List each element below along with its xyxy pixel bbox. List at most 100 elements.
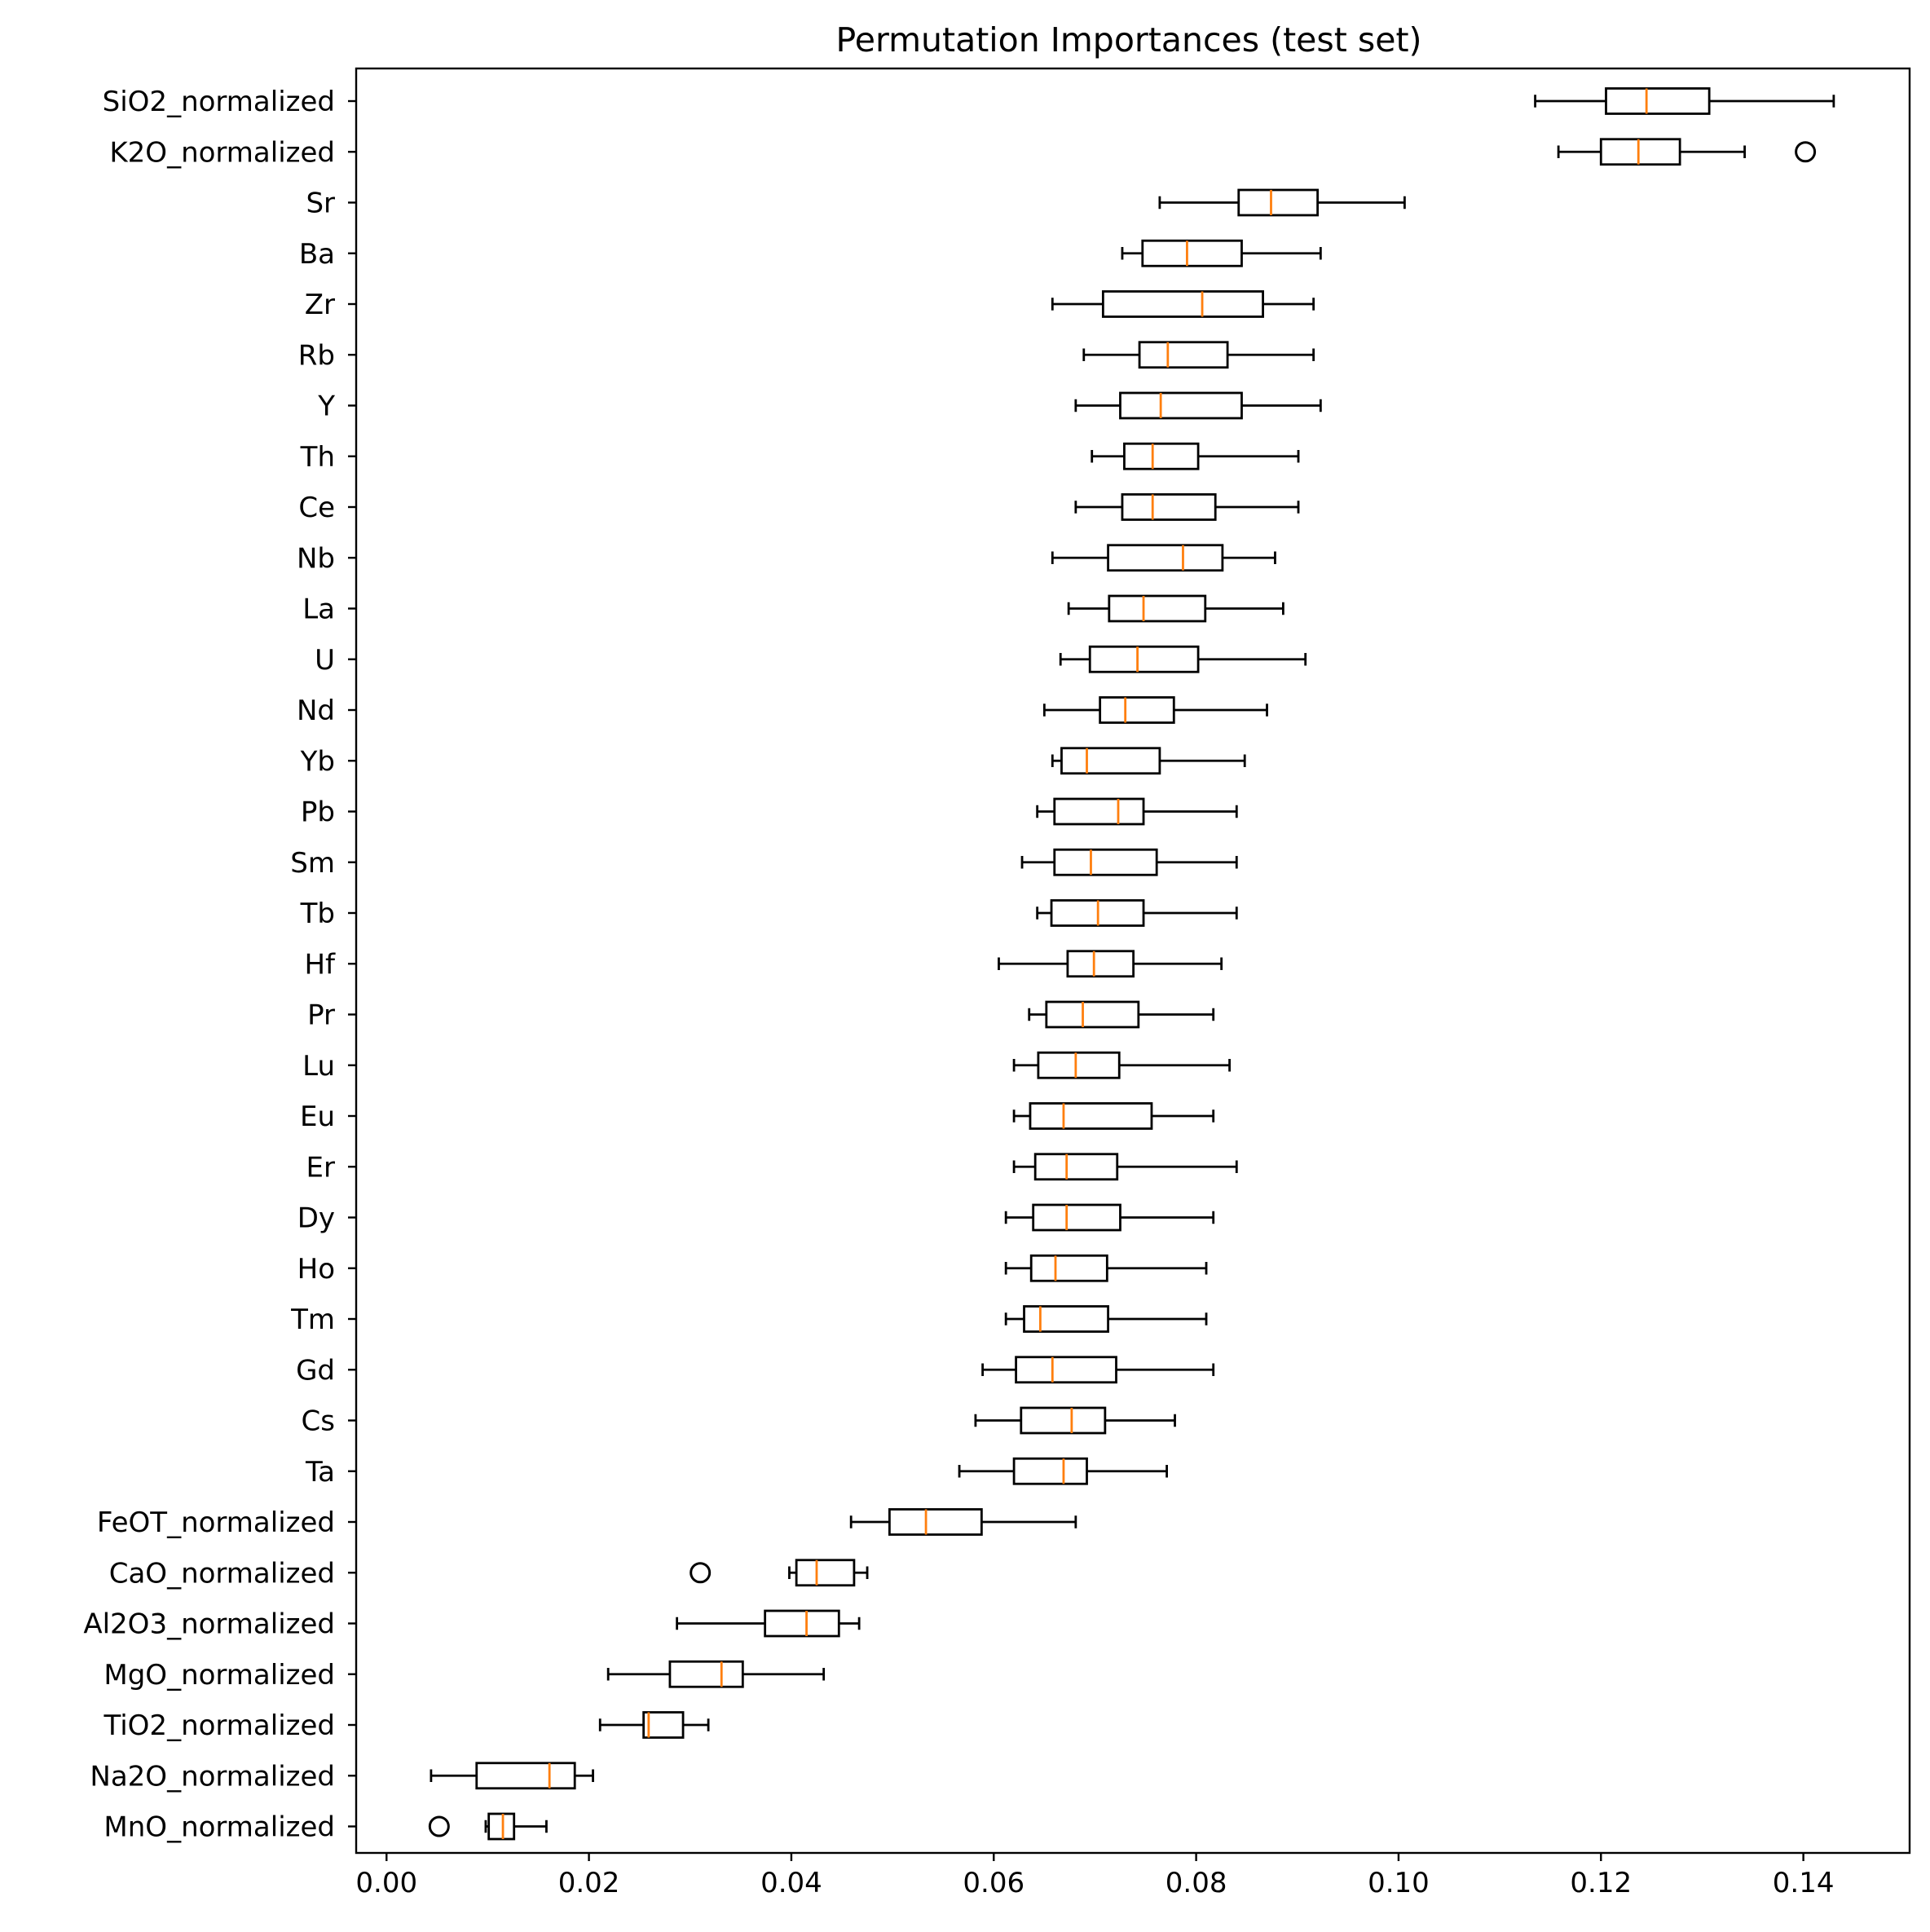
box-iqr: [1237, 188, 1320, 217]
box-Y: [1074, 391, 1322, 420]
box-iqr: [1141, 239, 1243, 267]
box-iqr: [1088, 645, 1200, 673]
box-CaO_normalized: [690, 1559, 869, 1587]
y-tick-label: U: [315, 644, 335, 677]
box-Ta: [958, 1457, 1168, 1485]
x-tick-label: 0.12: [1570, 1867, 1632, 1899]
box-iqr: [487, 1812, 516, 1841]
y-tick-label: Sm: [290, 847, 335, 880]
flier-point: [690, 1562, 712, 1584]
box-Ho: [1004, 1254, 1208, 1282]
y-tick-label: La: [302, 593, 335, 626]
box-iqr: [764, 1609, 840, 1638]
y-tick-label: Na2O_normalized: [90, 1760, 335, 1793]
y-tick-label: Tm: [290, 1303, 335, 1336]
y-tick-label: Eu: [300, 1101, 335, 1133]
box-Zr: [1051, 290, 1315, 318]
plot-area: [428, 87, 1835, 1841]
box-iqr: [1066, 950, 1135, 978]
y-tick-label: Ta: [305, 1456, 335, 1489]
box-U: [1059, 645, 1307, 673]
box-Hf: [998, 950, 1223, 978]
y-tick-label: Ho: [297, 1253, 335, 1286]
box-iqr: [1605, 87, 1711, 115]
y-tick-label: MgO_normalized: [104, 1659, 335, 1692]
box-iqr: [1121, 493, 1217, 521]
box-iqr: [1123, 442, 1200, 470]
box-Tb: [1036, 899, 1238, 927]
y-tick-label: Ce: [298, 492, 335, 524]
y-tick-label: Ba: [299, 238, 335, 271]
y-tick-label: Rb: [298, 339, 335, 372]
box-Th: [1091, 442, 1300, 470]
box-iqr: [475, 1762, 576, 1790]
y-tick-label: TiO2_normalized: [104, 1709, 336, 1742]
box-Gd: [981, 1356, 1215, 1384]
box-iqr: [795, 1559, 856, 1587]
box-iqr: [1599, 138, 1681, 166]
y-tick-label: Pb: [301, 796, 335, 829]
box-Tm: [1004, 1305, 1208, 1333]
box-MnO_normalized: [428, 1812, 548, 1841]
box-Er: [1012, 1153, 1238, 1181]
box-iqr: [1033, 1153, 1119, 1181]
y-tick-label: Al2O3_normalized: [83, 1608, 335, 1641]
flier-point: [428, 1815, 450, 1837]
y-tick-label: K2O_normalized: [109, 136, 335, 169]
x-axis: 0.00 0.02 0.04 0.06 0.08 0.10 0.12 0.14: [355, 1853, 1834, 1899]
box-iqr: [1029, 1102, 1153, 1130]
y-tick-label: Y: [317, 390, 335, 423]
y-tick-label: Nb: [297, 542, 335, 575]
box-MgO_normalized: [606, 1660, 826, 1688]
y-tick-label: Sr: [306, 187, 335, 220]
box-iqr: [1099, 696, 1175, 724]
y-tick-label: SiO2_normalized: [103, 86, 335, 118]
y-tick-label: CaO_normalized: [109, 1557, 335, 1590]
box-iqr: [1108, 594, 1207, 623]
x-tick-label: 0.00: [355, 1867, 417, 1899]
y-tick-label: Lu: [302, 1050, 335, 1083]
box-iqr: [668, 1660, 744, 1688]
x-tick-label: 0.02: [558, 1867, 620, 1899]
box-iqr: [1053, 797, 1145, 826]
box-SiO2_normalized: [1534, 87, 1835, 115]
axes-frame: [355, 67, 1911, 1855]
x-tick-label: 0.06: [963, 1867, 1024, 1899]
box-Na2O_normalized: [430, 1762, 594, 1790]
box-FeOT_normalized: [849, 1508, 1077, 1536]
x-tick-label: 0.08: [1165, 1867, 1227, 1899]
x-tick-label: 0.14: [1773, 1867, 1835, 1899]
box-iqr: [642, 1711, 685, 1739]
box-iqr: [1101, 290, 1264, 318]
box-Rb: [1082, 341, 1315, 369]
box-La: [1067, 594, 1284, 623]
y-tick-label: FeOT_normalized: [97, 1506, 335, 1539]
y-tick-label: MnO_normalized: [104, 1811, 335, 1844]
box-iqr: [1107, 544, 1224, 572]
box-iqr: [888, 1508, 983, 1536]
y-axis: SiO2_normalized K2O_normalized Sr Ba Zr Rb Y Th…: [83, 86, 356, 1844]
box-K2O_normalized: [1557, 138, 1817, 166]
box-Nb: [1051, 544, 1276, 572]
box-Ba: [1121, 239, 1322, 267]
chart-title: Permutation Importances (test set): [835, 20, 1421, 60]
y-tick-label: Er: [306, 1151, 335, 1184]
box-iqr: [1015, 1356, 1117, 1384]
box-Sm: [1020, 848, 1238, 876]
flier-point: [1795, 141, 1817, 163]
y-tick-label: Gd: [296, 1354, 335, 1387]
box-iqr: [1119, 391, 1243, 420]
box-iqr: [1045, 1000, 1140, 1029]
box-iqr: [1060, 747, 1161, 775]
box-iqr: [1012, 1457, 1088, 1485]
box-iqr: [1138, 341, 1229, 369]
box-Lu: [1012, 1051, 1231, 1079]
box-iqr: [1037, 1051, 1121, 1079]
y-tick-label: Tb: [300, 898, 335, 930]
box-TiO2_normalized: [598, 1711, 710, 1739]
x-tick-label: 0.04: [760, 1867, 822, 1899]
y-tick-label: Dy: [297, 1202, 335, 1235]
box-iqr: [1032, 1203, 1121, 1232]
